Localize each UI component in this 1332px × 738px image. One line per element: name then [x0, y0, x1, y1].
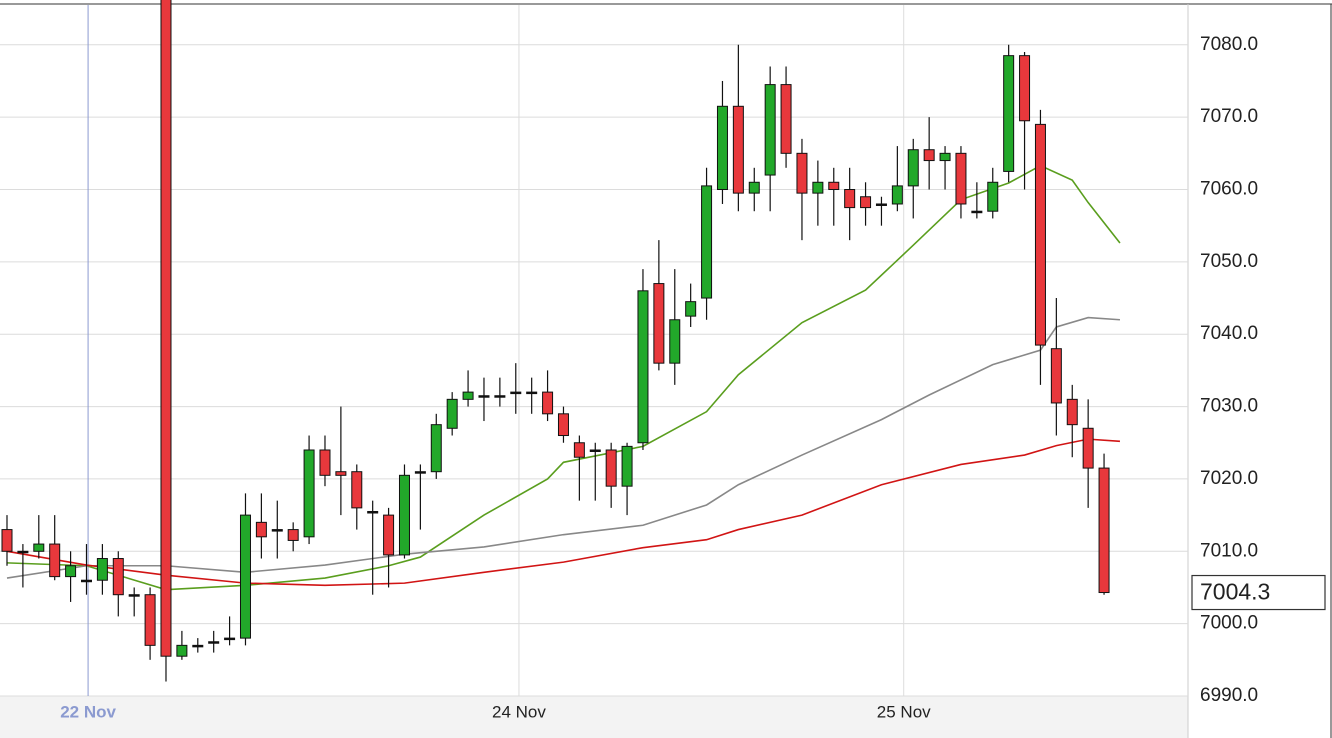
- candle-body: [716, 105, 728, 191]
- candle-body: [1082, 427, 1094, 469]
- candle-body: [748, 181, 760, 194]
- candle-body: [367, 510, 379, 514]
- candle-body: [33, 543, 45, 552]
- y-tick-label: 7070.0: [1200, 106, 1258, 127]
- candle-body: [1003, 55, 1015, 172]
- candle-body: [780, 84, 792, 154]
- candle-body: [860, 196, 872, 209]
- candle-body: [605, 449, 617, 487]
- y-axis-band: [1188, 0, 1332, 738]
- candle-body: [923, 149, 935, 162]
- y-tick-label: 7050.0: [1200, 251, 1258, 272]
- candle-body: [462, 391, 474, 400]
- candle-body: [335, 471, 347, 476]
- candle-body: [1050, 348, 1062, 404]
- candle-body: [1066, 398, 1078, 426]
- y-tick-label: 7030.0: [1200, 396, 1258, 417]
- candle-body: [17, 550, 29, 554]
- candle-body: [319, 449, 331, 476]
- last-price-box: [1191, 574, 1326, 611]
- candle-body: [637, 290, 649, 444]
- candle-body: [1, 529, 13, 552]
- candle-body: [796, 152, 808, 194]
- candle-body: [557, 413, 569, 437]
- candle-body: [510, 391, 522, 395]
- x-tick-label: 24 Nov: [492, 702, 546, 721]
- candle-body: [160, 0, 172, 657]
- candle-body: [939, 152, 951, 162]
- candle-body: [1019, 55, 1031, 122]
- candle-body: [621, 445, 633, 487]
- candle-body: [764, 84, 776, 176]
- candle-body: [414, 471, 426, 474]
- candle-body: [255, 521, 267, 538]
- moving-average-line: [6, 164, 1121, 591]
- candle-body: [271, 529, 283, 532]
- y-tick-label: 7040.0: [1200, 323, 1258, 344]
- candle-body: [303, 449, 315, 538]
- candle-body: [589, 449, 601, 452]
- candle-body: [351, 471, 363, 509]
- candle-body: [192, 644, 204, 648]
- candle-body: [144, 594, 156, 646]
- candle-body: [971, 210, 983, 214]
- candle-body: [224, 637, 236, 641]
- candle-body: [383, 514, 395, 556]
- candle-body: [287, 529, 299, 541]
- y-tick-label: 7020.0: [1200, 468, 1258, 489]
- y-tick-label: 6990.0: [1200, 685, 1258, 706]
- candle-body: [478, 395, 490, 398]
- y-tick-label: 7010.0: [1200, 540, 1258, 561]
- candle-body: [526, 391, 538, 395]
- candle-body: [494, 395, 506, 398]
- candle-body: [907, 149, 919, 187]
- x-tick-label: 25 Nov: [877, 702, 931, 721]
- y-tick-label: 7080.0: [1200, 34, 1258, 55]
- candle-body: [96, 558, 108, 581]
- candle-body: [49, 543, 61, 578]
- candle-body: [398, 474, 410, 556]
- candle-body: [987, 181, 999, 212]
- last-price-label: 7004.3: [1200, 579, 1270, 605]
- moving-average-line: [6, 316, 1121, 579]
- candle-body: [732, 105, 744, 194]
- candle-body: [112, 558, 124, 596]
- candle-body: [239, 514, 251, 639]
- candle-body: [208, 641, 220, 644]
- y-tick-label: 7000.0: [1200, 613, 1258, 634]
- candle-body: [1034, 123, 1046, 346]
- candle-body: [1098, 467, 1110, 594]
- candle-body: [446, 398, 458, 429]
- candle-body: [176, 644, 188, 657]
- candle-body: [812, 181, 824, 194]
- candle-body: [891, 185, 903, 205]
- candle-body: [653, 283, 665, 364]
- candle-body: [844, 189, 856, 209]
- candle-body: [542, 391, 554, 415]
- candle-body: [669, 319, 681, 364]
- candle-body: [701, 185, 713, 299]
- candle-body: [128, 594, 140, 597]
- candle-body: [955, 152, 967, 205]
- candle-body: [685, 301, 697, 317]
- candle-body: [573, 442, 585, 458]
- candle-body: [430, 424, 442, 473]
- y-tick-label: 7060.0: [1200, 179, 1258, 200]
- moving-average-line: [6, 438, 1121, 587]
- candle-body: [875, 203, 887, 206]
- candle-body: [65, 565, 77, 578]
- candle-body: [80, 579, 92, 583]
- x-tick-label: 22 Nov: [60, 702, 116, 721]
- x-axis-band: [0, 696, 1188, 738]
- candle-body: [828, 181, 840, 191]
